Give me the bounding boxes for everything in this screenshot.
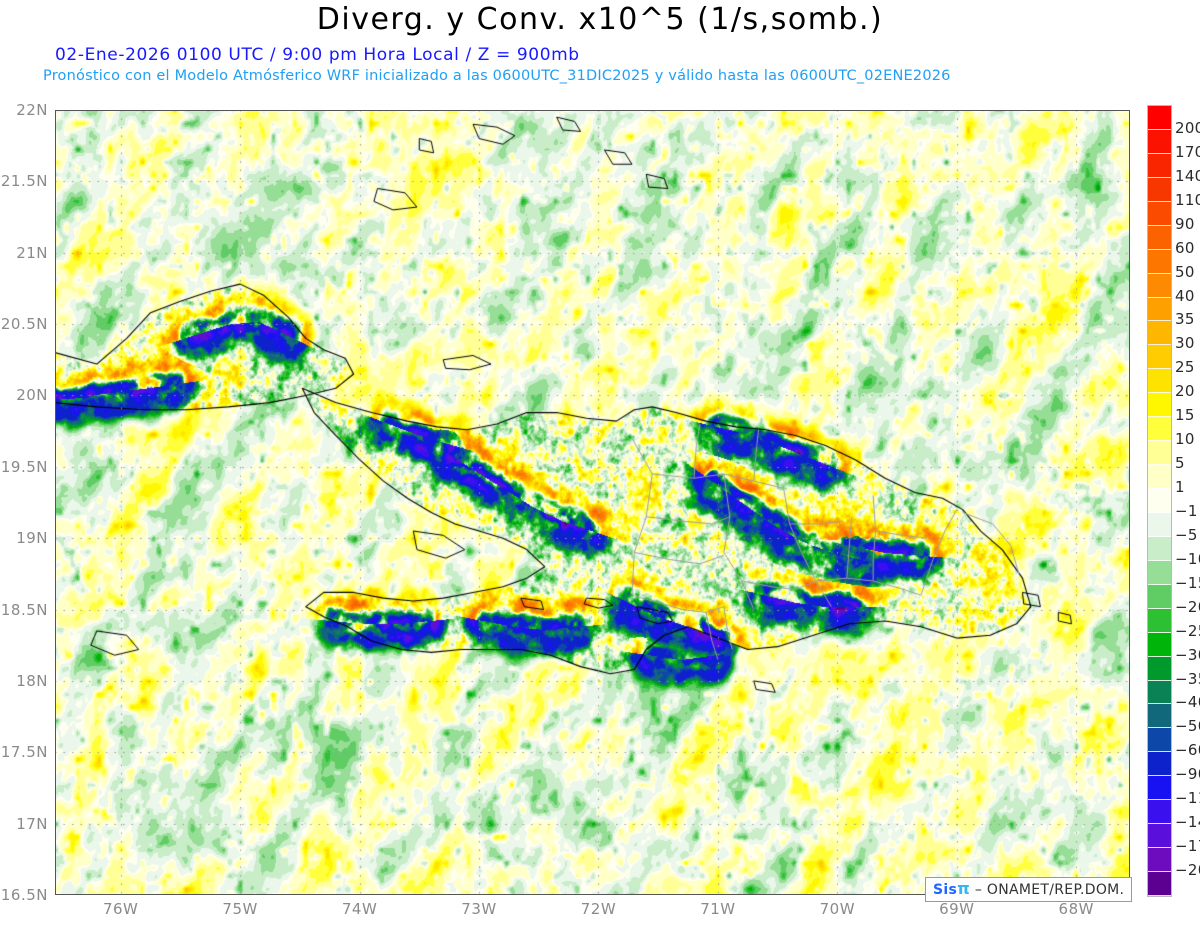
colorbar-segment xyxy=(1148,704,1171,729)
colorbar-tick-label: 1 xyxy=(1175,478,1185,497)
colorbar-tick-label: 25 xyxy=(1175,358,1195,377)
colorbar-segment xyxy=(1148,273,1171,298)
colorbar-tick-label: 5 xyxy=(1175,454,1185,473)
colorbar-segment xyxy=(1148,776,1171,801)
colorbar-segment xyxy=(1148,800,1171,825)
colorbar-tick-label: −35 xyxy=(1175,669,1200,688)
colorbar-segment xyxy=(1148,153,1171,178)
latitude-tick-17N: 17N xyxy=(16,814,48,833)
longitude-tick-72W: 72W xyxy=(580,900,617,918)
logo-pi-icon: π xyxy=(957,879,971,898)
model-description-subtitle: Pronóstico con el Modelo Atmósferico WRF… xyxy=(43,68,951,84)
latitude-tick-18N: 18N xyxy=(16,671,48,690)
logo-sis-text: Sis xyxy=(933,882,958,898)
colorbar-tick-label: −10 xyxy=(1175,549,1200,568)
latlon-gridlines xyxy=(55,110,1130,895)
colorbar-segment xyxy=(1148,872,1171,896)
colorbar-tick-label: 20 xyxy=(1175,382,1195,401)
colorbar-tick-label: 110 xyxy=(1175,190,1200,209)
longitude-tick-70W: 70W xyxy=(819,900,856,918)
provider-logo: Sisπ – ONAMET/REP.DOM. xyxy=(925,877,1133,902)
colorbar-tick-label: −90 xyxy=(1175,765,1200,784)
colorbar-tick-label: −30 xyxy=(1175,645,1200,664)
colorbar xyxy=(1147,105,1172,897)
latitude-tick-19N: 19N xyxy=(16,529,48,548)
longitude-tick-71W: 71W xyxy=(700,900,736,918)
page-title: Diverg. y Conv. x10^5 (1/s,somb.) xyxy=(316,2,884,37)
colorbar-tick-label: 60 xyxy=(1175,238,1195,257)
colorbar-segment xyxy=(1148,848,1171,872)
latitude-tick-22N: 22N xyxy=(16,101,48,119)
colorbar-segment xyxy=(1148,369,1171,394)
colorbar-tick-label: −1 xyxy=(1175,501,1198,520)
colorbar-segment xyxy=(1148,177,1171,202)
forecast-time-subtitle: 02-Ene-2026 0100 UTC / 9:00 pm Hora Loca… xyxy=(55,45,580,65)
colorbar-segment xyxy=(1148,752,1171,777)
colorbar-tick-label: 40 xyxy=(1175,286,1195,305)
colorbar-segment xyxy=(1148,824,1171,849)
colorbar-tick-label: 140 xyxy=(1175,166,1200,185)
longitude-tick-73W: 73W xyxy=(461,900,497,918)
colorbar-tick-label: −20 xyxy=(1175,597,1200,616)
colorbar-segment xyxy=(1148,584,1171,609)
colorbar-tick-label: 50 xyxy=(1175,262,1195,281)
colorbar-tick-label: −50 xyxy=(1175,717,1200,736)
colorbar-segment xyxy=(1148,249,1171,274)
longitude-tick-74W: 74W xyxy=(341,900,378,918)
colorbar-segment xyxy=(1148,225,1171,250)
colorbar-tick-label: 200 xyxy=(1175,118,1200,137)
colorbar-tick-label: −200 xyxy=(1175,861,1200,880)
colorbar-tick-label: −25 xyxy=(1175,621,1200,640)
colorbar-segment xyxy=(1148,321,1171,346)
colorbar-segment xyxy=(1148,489,1171,513)
colorbar-segment xyxy=(1148,441,1171,466)
colorbar-segment xyxy=(1148,201,1171,226)
colorbar-segment xyxy=(1148,680,1171,705)
colorbar-segment xyxy=(1148,393,1171,418)
colorbar-segment xyxy=(1148,297,1171,322)
colorbar-segment xyxy=(1148,560,1171,585)
colorbar-tick-label: 170 xyxy=(1175,142,1200,161)
colorbar-segment xyxy=(1148,417,1171,442)
colorbar-segment xyxy=(1148,106,1171,130)
colorbar-tick-label: 30 xyxy=(1175,334,1195,353)
colorbar-segment xyxy=(1148,512,1171,537)
colorbar-tick-label: −170 xyxy=(1175,837,1200,856)
colorbar-segment xyxy=(1148,656,1171,681)
colorbar-tick-label: 10 xyxy=(1175,430,1195,449)
latitude-tick-18.5N: 18.5N xyxy=(0,600,48,619)
colorbar-tick-label: −15 xyxy=(1175,573,1200,592)
latitude-tick-16.5N: 16.5N xyxy=(0,886,48,904)
colorbar-tick-label: −110 xyxy=(1175,789,1200,808)
colorbar-tick-label: −40 xyxy=(1175,693,1200,712)
colorbar-tick-label: −140 xyxy=(1175,813,1200,832)
colorbar-tick-label: 15 xyxy=(1175,406,1195,425)
colorbar-segment xyxy=(1148,728,1171,753)
map-plot-area xyxy=(55,110,1130,895)
colorbar-segment xyxy=(1148,465,1171,489)
colorbar-tick-label: −60 xyxy=(1175,741,1200,760)
latitude-tick-20N: 20N xyxy=(16,386,48,405)
longitude-tick-75W: 75W xyxy=(222,900,258,918)
colorbar-segment xyxy=(1148,632,1171,657)
colorbar-tick-label: 90 xyxy=(1175,214,1195,233)
latitude-tick-17.5N: 17.5N xyxy=(0,743,48,762)
latitude-tick-21.5N: 21.5N xyxy=(0,172,48,191)
colorbar-segment xyxy=(1148,608,1171,633)
longitude-tick-69W: 69W xyxy=(939,900,975,918)
latitude-tick-19.5N: 19.5N xyxy=(0,457,48,476)
colorbar-tick-label: 35 xyxy=(1175,310,1195,329)
colorbar-tick-label: −5 xyxy=(1175,525,1198,544)
longitude-tick-76W: 76W xyxy=(102,900,139,918)
longitude-tick-68W: 68W xyxy=(1058,900,1094,918)
colorbar-segment xyxy=(1148,536,1171,561)
latitude-tick-20.5N: 20.5N xyxy=(0,315,48,334)
colorbar-segment xyxy=(1148,129,1171,154)
colorbar-segment xyxy=(1148,345,1171,370)
latitude-tick-21N: 21N xyxy=(16,243,48,262)
logo-org-text: – ONAMET/REP.DOM. xyxy=(974,882,1125,898)
